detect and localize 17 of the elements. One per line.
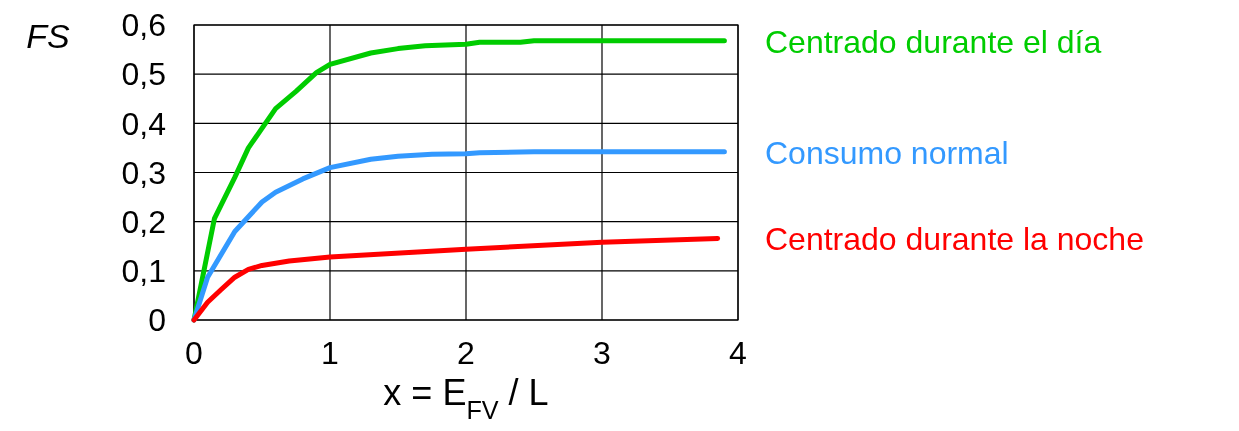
y-tick-label: 0,5 <box>121 56 166 93</box>
x-tick-label: 3 <box>593 335 611 371</box>
y-axis-title: FS <box>26 17 71 55</box>
y-tick-label: 0,3 <box>121 154 166 191</box>
y-tick-label: 0,4 <box>121 105 166 142</box>
series-label: Centrado durante el día <box>765 23 1102 60</box>
y-tick-label: 0,6 <box>121 7 166 44</box>
x-tick-label: 0 <box>185 335 203 371</box>
x-tick-label: 1 <box>321 335 339 371</box>
series-label: Centrado durante la noche <box>765 221 1144 258</box>
series-label: Consumo normal <box>765 134 1009 171</box>
y-tick-label: 0,1 <box>121 253 166 290</box>
x-tick-label: 4 <box>729 335 747 371</box>
x-tick-label: 2 <box>457 335 475 371</box>
y-tick-label: 0,2 <box>121 203 166 240</box>
x-axis-title: x = E$_{FV}$ / L <box>383 372 549 424</box>
y-tick-label: 0 <box>148 302 166 339</box>
